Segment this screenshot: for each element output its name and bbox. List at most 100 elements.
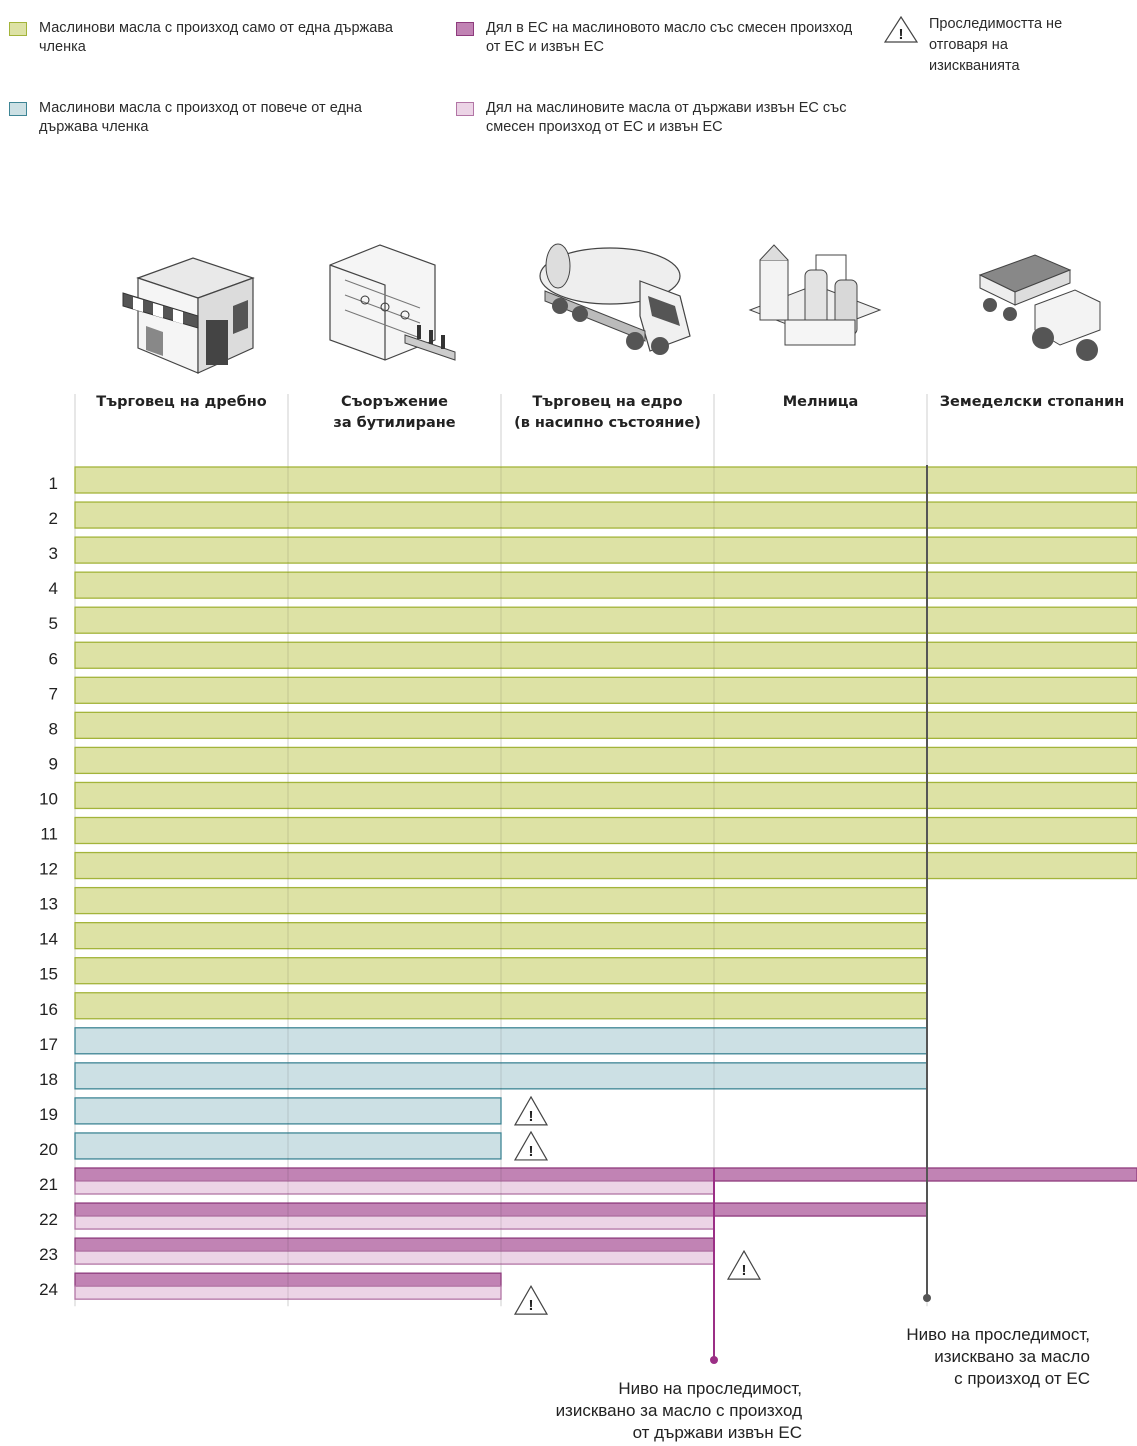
bar-noneu-share-row-23 xyxy=(74,1250,715,1265)
row-number: 16 xyxy=(39,1000,58,1019)
stage-label-wholesaler: (в насипно състояние) xyxy=(514,415,701,431)
shop-icon xyxy=(122,257,255,374)
bar-single_ms-row-1 xyxy=(74,466,1137,494)
warning-icon: ! xyxy=(513,1095,549,1126)
legend-label-single-ms: Маслинови масла с произход само от една … xyxy=(39,20,393,55)
row-number: 4 xyxy=(49,579,58,598)
row-number: 1 xyxy=(49,474,58,493)
row-number: 18 xyxy=(39,1070,58,1089)
warning-icon: ! xyxy=(883,15,919,43)
row-number: 24 xyxy=(39,1280,58,1299)
stage-labels: Търговец на дребно Съоръжение за бутилиран… xyxy=(96,394,1124,431)
warning-icon: ! xyxy=(726,1249,762,1280)
bar-eu-share-row-23 xyxy=(74,1237,715,1252)
bar-single_ms-row-11 xyxy=(74,816,1137,845)
bar-single_ms-row-7 xyxy=(74,676,1137,704)
row-number: 14 xyxy=(39,930,58,949)
stage-label-bottler: Съоръжение xyxy=(341,394,448,410)
bar-single_ms-row-13 xyxy=(74,886,928,915)
row-warnings: !!!! xyxy=(513,1095,762,1315)
bar-single_ms-row-12 xyxy=(74,851,1137,880)
bar-single_ms-row-2 xyxy=(74,501,1137,529)
bar-eu-share-row-21 xyxy=(74,1167,1137,1182)
row-number: 20 xyxy=(39,1140,58,1159)
bar-single_ms-row-16 xyxy=(74,992,928,1020)
legend-swatch-eu-share xyxy=(456,22,474,36)
eu-level-note: Ниво на проследимост, изисквано за масло… xyxy=(840,1324,1090,1390)
legend-label-warning: Проследимостта не отговаря на изисквания… xyxy=(929,16,1063,74)
legend-swatch-multi-ms xyxy=(9,102,27,116)
row-number: 9 xyxy=(49,754,58,773)
svg-text:!: ! xyxy=(742,1262,747,1279)
legend-swatch-noneu-share xyxy=(456,102,474,116)
eu-note-line-3: с произход от ЕС xyxy=(954,1369,1090,1388)
stage-label-bottler: за бутилиране xyxy=(333,415,455,431)
stage-label-wholesaler: Търговец на едро xyxy=(532,394,682,410)
bar-single_ms-row-4 xyxy=(74,571,1137,599)
svg-text:!: ! xyxy=(529,1143,534,1160)
row-number: 17 xyxy=(39,1035,58,1054)
row-number: 21 xyxy=(39,1175,58,1194)
bars xyxy=(74,466,1137,1300)
row-number: 2 xyxy=(49,509,58,528)
legend-warning: ! Проследимостта не отговаря на изискван… xyxy=(883,14,1083,77)
row-number: 7 xyxy=(49,684,58,703)
noneu-note-line-2: изисквано за масло с произход xyxy=(555,1401,802,1420)
tanker-truck-icon xyxy=(539,243,691,355)
bar-single_ms-row-5 xyxy=(74,606,1137,634)
noneu-note-line-3: от държави извън ЕС xyxy=(632,1423,802,1442)
bar-single_ms-row-6 xyxy=(74,641,1137,669)
legend-multi-ms: Маслинови масла с произход от повече от … xyxy=(9,99,409,137)
eu-level-marker xyxy=(923,1294,931,1302)
stage-label-mill: Мелница xyxy=(783,394,859,410)
bar-noneu-share-row-24 xyxy=(74,1285,502,1300)
bar-noneu-share-row-22 xyxy=(74,1215,715,1230)
warning-icon: ! xyxy=(513,1130,549,1161)
legend-eu-share: Дял в ЕС на маслиновото масло със смесен… xyxy=(456,19,856,57)
legend-label-eu-share: Дял в ЕС на маслиновото масло със смесен… xyxy=(486,20,853,55)
legend-label-noneu-share: Дял на маслиновите масла от държави извъ… xyxy=(486,100,847,135)
noneu-note-line-1: Ниво на проследимост, xyxy=(618,1379,802,1398)
mill-icon xyxy=(748,244,882,346)
noneu-level-note: Ниво на проследимост, изисквано за масло… xyxy=(480,1378,802,1444)
bar-single_ms-row-3 xyxy=(74,536,1137,564)
svg-text:!: ! xyxy=(899,26,904,43)
stage-label-retailer: Търговец на дребно xyxy=(96,394,266,410)
bar-multi_ms-row-20 xyxy=(74,1132,502,1160)
eu-note-line-2: изисквано за масло xyxy=(934,1347,1090,1366)
bar-noneu-share-row-21 xyxy=(74,1180,715,1195)
warning-icon: ! xyxy=(513,1284,549,1315)
bar-single_ms-row-10 xyxy=(74,781,1137,810)
legend-single-ms: Маслинови масла с произход само от една … xyxy=(9,19,409,57)
row-number: 8 xyxy=(49,719,58,738)
tractor-icon xyxy=(978,254,1101,361)
row-number: 23 xyxy=(39,1245,58,1264)
bottling-plant-icon xyxy=(329,244,456,361)
row-number: 11 xyxy=(40,825,58,844)
row-number: 3 xyxy=(49,544,58,563)
stage-label-farmer: Земеделски стопанин xyxy=(940,394,1125,410)
row-number: 5 xyxy=(49,614,58,633)
row-number: 10 xyxy=(39,789,58,808)
eu-note-line-1: Ниво на проследимост, xyxy=(906,1325,1090,1344)
legend-label-multi-ms: Маслинови масла с произход от повече от … xyxy=(39,100,362,135)
bar-single_ms-row-15 xyxy=(74,957,928,985)
row-number: 22 xyxy=(39,1210,58,1229)
svg-text:!: ! xyxy=(529,1297,534,1314)
legend-swatch-single-ms xyxy=(9,22,27,36)
bar-single_ms-row-8 xyxy=(74,711,1137,739)
row-number: 6 xyxy=(49,649,58,668)
row-number: 19 xyxy=(39,1105,58,1124)
row-number: 12 xyxy=(39,860,58,879)
bar-multi_ms-row-19 xyxy=(74,1097,502,1125)
row-number: 13 xyxy=(39,895,58,914)
bar-multi_ms-row-18 xyxy=(74,1062,928,1090)
legend-noneu-share: Дял на маслиновите масла от държави извъ… xyxy=(456,99,876,137)
noneu-level-marker xyxy=(710,1356,718,1364)
row-number: 15 xyxy=(39,965,58,984)
bar-single_ms-row-9 xyxy=(74,746,1137,775)
required-level-lines xyxy=(710,465,931,1364)
svg-text:!: ! xyxy=(529,1108,534,1125)
